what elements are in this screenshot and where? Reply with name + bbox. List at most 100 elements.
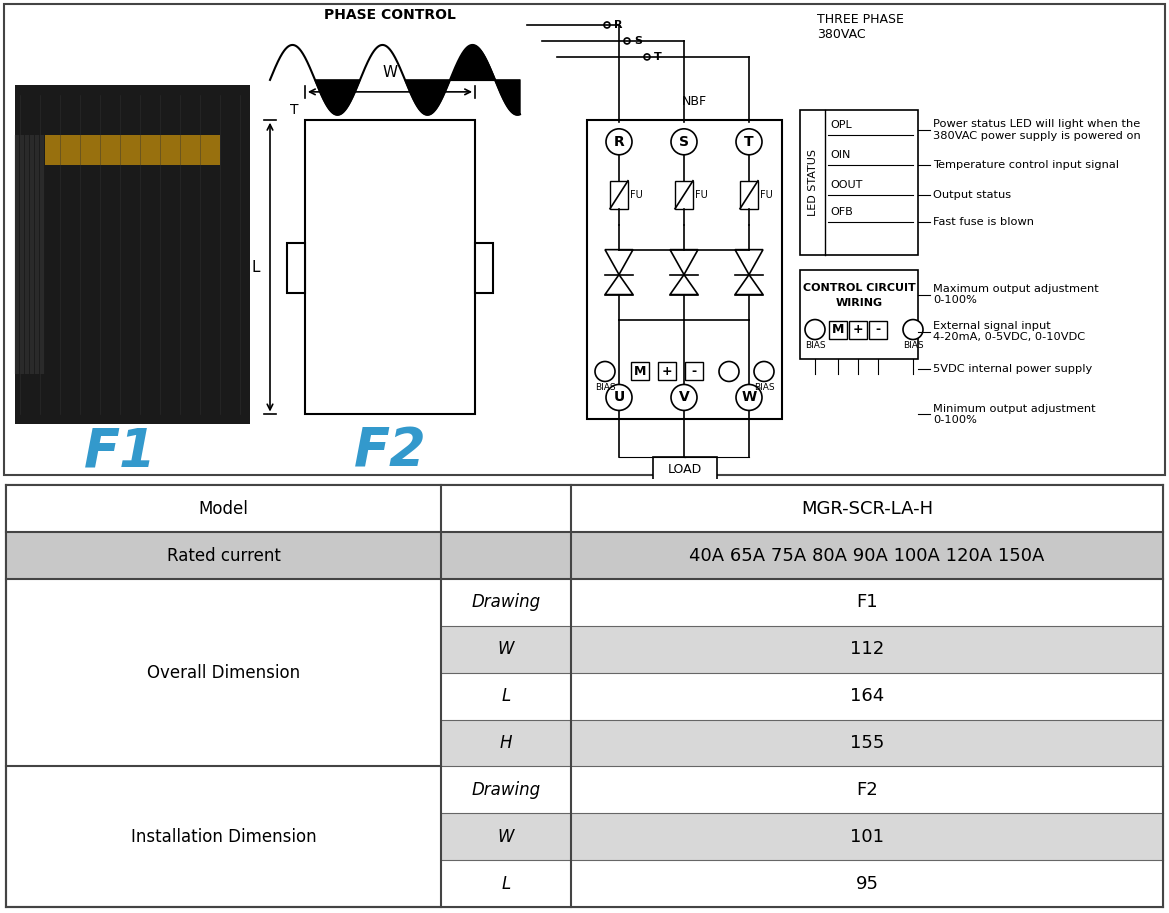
Text: V: V	[679, 391, 690, 404]
Text: L: L	[502, 875, 511, 893]
Text: Temperature control input signal: Temperature control input signal	[933, 160, 1119, 170]
Text: FU: FU	[760, 190, 773, 200]
Bar	[675, 181, 693, 209]
Text: 380VAC: 380VAC	[817, 28, 865, 41]
Circle shape	[719, 362, 739, 382]
Text: LED STATUS: LED STATUS	[808, 149, 818, 215]
Text: FU: FU	[696, 190, 707, 200]
Text: R: R	[614, 20, 623, 30]
Bar	[587, 120, 782, 419]
Text: W: W	[741, 391, 756, 404]
Bar	[441, 486, 570, 532]
Bar	[570, 486, 1163, 532]
Circle shape	[595, 362, 615, 382]
Circle shape	[606, 129, 632, 155]
Bar	[570, 626, 1163, 673]
Text: W: W	[382, 65, 397, 80]
Circle shape	[754, 362, 774, 382]
Text: Minimum output adjustment
0-100%: Minimum output adjustment 0-100%	[933, 404, 1095, 425]
Bar	[570, 813, 1163, 860]
Text: BIAS: BIAS	[902, 341, 924, 350]
Text: 101: 101	[850, 828, 884, 845]
Text: M: M	[634, 365, 646, 378]
Bar	[6, 486, 441, 532]
Bar	[441, 626, 570, 673]
Text: Installation Dimension: Installation Dimension	[131, 828, 317, 845]
Bar	[475, 243, 493, 292]
Text: M: M	[832, 323, 844, 336]
Text: OFB: OFB	[830, 206, 852, 216]
Bar	[570, 532, 1163, 579]
Text: Fast fuse is blown: Fast fuse is blown	[933, 216, 1035, 226]
Text: 112: 112	[850, 640, 884, 658]
Bar	[441, 766, 570, 813]
Bar	[44, 135, 220, 164]
Bar	[441, 860, 570, 907]
Text: Output status: Output status	[933, 190, 1011, 200]
Text: H: H	[500, 734, 512, 752]
Text: WIRING: WIRING	[836, 298, 883, 308]
Bar	[15, 85, 250, 425]
Text: NBF: NBF	[682, 95, 707, 109]
Bar	[288, 243, 305, 292]
Text: Maximum output adjustment
0-100%: Maximum output adjustment 0-100%	[933, 284, 1099, 305]
Text: R: R	[614, 135, 624, 149]
Text: S: S	[679, 135, 689, 149]
Text: LOAD: LOAD	[667, 463, 701, 476]
Text: 95: 95	[856, 875, 878, 893]
Bar	[631, 362, 649, 381]
Text: 5VDC internal power supply: 5VDC internal power supply	[933, 364, 1092, 374]
Text: T: T	[745, 135, 754, 149]
Circle shape	[671, 384, 697, 411]
Bar	[570, 579, 1163, 626]
Text: -: -	[691, 365, 697, 378]
Text: Model: Model	[199, 499, 249, 518]
Circle shape	[736, 129, 762, 155]
Circle shape	[671, 129, 697, 155]
Bar	[570, 673, 1163, 719]
Circle shape	[902, 320, 924, 340]
Circle shape	[805, 320, 825, 340]
Bar	[570, 766, 1163, 813]
Circle shape	[606, 384, 632, 411]
Text: MGR-SCR-LA-H: MGR-SCR-LA-H	[801, 499, 933, 518]
Text: T: T	[291, 103, 299, 117]
Text: F2: F2	[354, 425, 427, 477]
Text: L: L	[251, 259, 260, 275]
Text: W: W	[498, 640, 514, 658]
Text: F1: F1	[856, 593, 878, 612]
Text: Power status LED will light when the
380VAC power supply is powered on: Power status LED will light when the 380…	[933, 119, 1141, 141]
Bar	[829, 320, 848, 339]
Bar	[869, 320, 887, 339]
Text: S: S	[634, 36, 642, 46]
Bar	[685, 362, 703, 381]
Bar	[740, 181, 758, 209]
Bar	[570, 719, 1163, 766]
Text: Rated current: Rated current	[166, 547, 281, 564]
Text: 164: 164	[850, 687, 884, 705]
Text: U: U	[614, 391, 624, 404]
Text: BIAS: BIAS	[595, 383, 615, 392]
Bar	[305, 120, 475, 415]
Text: OOUT: OOUT	[830, 180, 863, 190]
Bar	[849, 320, 867, 339]
Bar	[441, 579, 570, 626]
Text: T: T	[653, 52, 662, 62]
Bar	[441, 532, 570, 579]
Text: BIAS: BIAS	[754, 383, 774, 392]
Bar	[652, 457, 717, 481]
Bar	[610, 181, 628, 209]
Text: External signal input
4-20mA, 0-5VDC, 0-10VDC: External signal input 4-20mA, 0-5VDC, 0-…	[933, 320, 1085, 342]
Bar	[441, 719, 570, 766]
Text: FU: FU	[630, 190, 643, 200]
Bar	[441, 673, 570, 719]
Text: OPL: OPL	[830, 120, 852, 130]
Text: Overall Dimension: Overall Dimension	[147, 664, 300, 682]
Text: OIN: OIN	[830, 150, 850, 160]
Text: THREE PHASE: THREE PHASE	[817, 14, 904, 26]
Text: CONTROL CIRCUIT: CONTROL CIRCUIT	[803, 283, 915, 292]
Text: L: L	[502, 687, 511, 705]
Text: PHASE CONTROL: PHASE CONTROL	[324, 8, 456, 22]
Text: W: W	[498, 828, 514, 845]
Text: +: +	[662, 365, 672, 378]
